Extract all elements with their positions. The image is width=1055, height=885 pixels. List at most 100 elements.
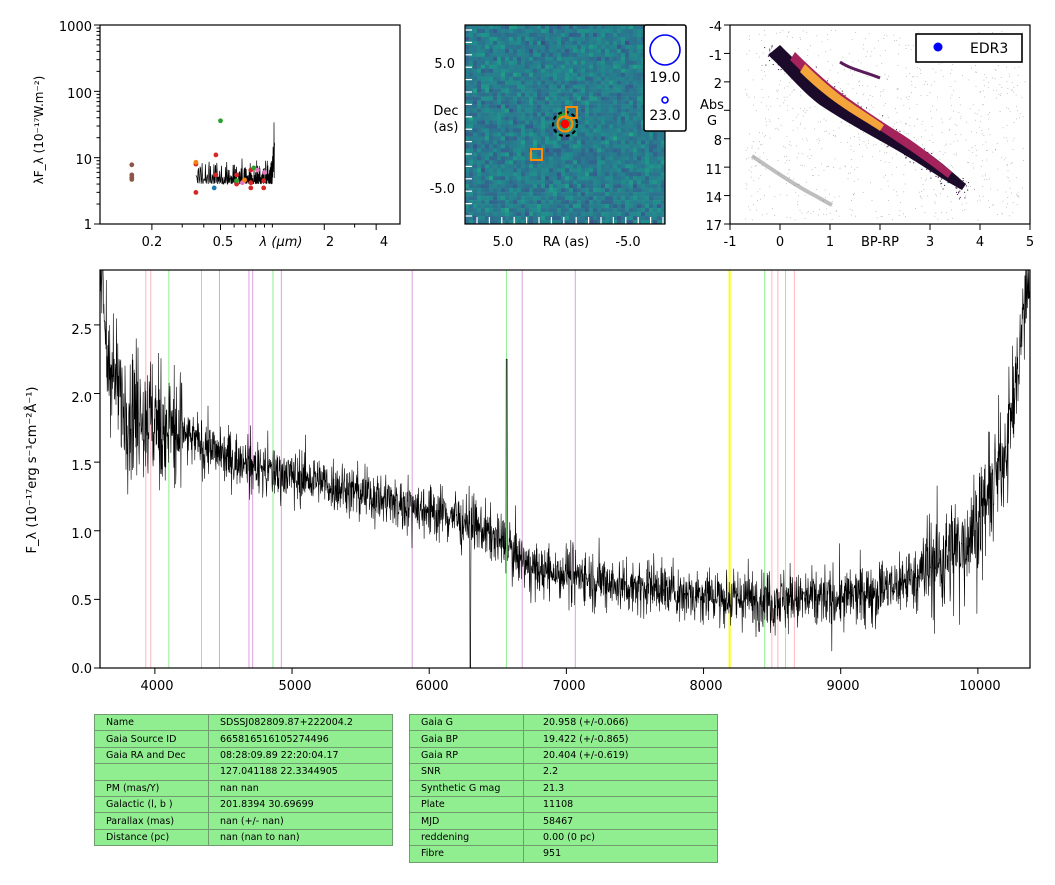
image-pixel: [617, 60, 622, 66]
cmd-point: [921, 136, 922, 138]
image-pixel: [573, 64, 578, 70]
image-pixel: [613, 112, 618, 117]
image-pixel: [569, 40, 574, 46]
image-pixel: [505, 68, 510, 74]
image-pixel: [537, 56, 542, 62]
cmd-xtick-1: 1: [826, 235, 834, 250]
image-pixel: [501, 100, 506, 105]
image-pixel: [629, 184, 634, 189]
cmd-point: [850, 149, 852, 150]
image-pixel: [581, 88, 586, 93]
cmd-point: [769, 186, 771, 188]
image-pixel: [649, 136, 654, 141]
image-pixel: [505, 188, 510, 193]
image-pixel: [549, 208, 554, 213]
cmd-point: [988, 81, 989, 83]
cmd-point: [905, 123, 907, 125]
image-pixel: [609, 64, 614, 70]
sed-point: [255, 167, 260, 173]
cmd-point: [779, 105, 781, 107]
image-pixel: [657, 220, 662, 225]
image-pixel: [565, 156, 570, 161]
sed-ytick-1000: 1000: [59, 20, 92, 35]
image-pixel: [581, 216, 586, 221]
cmd-point: [762, 214, 763, 216]
image-pixel: [593, 196, 598, 201]
image-pixel: [609, 96, 614, 101]
image-pixel: [541, 208, 546, 213]
image-pixel: [581, 164, 586, 169]
image-pixel: [489, 120, 494, 125]
image-pixel: [589, 196, 594, 201]
image-pixel: [597, 88, 602, 93]
cmd-point: [904, 164, 906, 166]
image-pixel: [489, 25, 494, 30]
cmd-point: [858, 137, 860, 138]
image-pixel: [609, 100, 614, 105]
table-row: Gaia BP 19.422 (+/-0.865): [409, 730, 718, 748]
image-pixel: [469, 56, 474, 62]
image-pixel: [469, 25, 474, 30]
cmd-point: [815, 66, 817, 68]
cmd-point: [763, 152, 764, 154]
image-pixel: [589, 216, 594, 221]
image-pixel: [653, 220, 658, 225]
image-pixel: [517, 120, 522, 125]
image-pixel: [569, 88, 574, 93]
image-pixel: [473, 188, 478, 193]
cmd-point: [851, 200, 852, 201]
image-pixel: [589, 116, 594, 121]
image-pixel: [529, 140, 534, 145]
image-pixel: [517, 88, 522, 93]
image-pixel: [577, 196, 582, 201]
image-pixel: [549, 140, 554, 145]
image-pixel: [505, 220, 510, 225]
image-pixel: [521, 40, 526, 46]
image-pixel: [609, 44, 614, 50]
table-key: Gaia BP: [409, 730, 524, 748]
image-pixel: [653, 156, 658, 161]
cmd-point: [771, 45, 773, 47]
image-pixel: [573, 172, 578, 177]
image-pixel: [629, 136, 634, 141]
image-pixel: [577, 168, 582, 173]
cmd-point: [905, 216, 906, 217]
image-pixel: [633, 124, 638, 129]
image-pixel: [657, 160, 662, 165]
image-pixel: [533, 220, 538, 225]
cmd-point: [824, 131, 826, 132]
cmd-point: [940, 70, 942, 71]
image-pixel: [553, 68, 558, 74]
image-pixel: [505, 156, 510, 161]
image-pixel: [557, 28, 562, 34]
cmd-ytick-8: 8: [714, 134, 722, 149]
image-pixel: [529, 96, 534, 101]
image-pixel: [513, 64, 518, 70]
image-pixel: [521, 108, 526, 113]
image-pixel: [593, 116, 598, 121]
image-pixel: [653, 152, 658, 157]
image-pixel: [589, 48, 594, 54]
cmd-point: [868, 99, 869, 101]
image-pixel: [529, 104, 534, 109]
image-pixel: [617, 52, 622, 58]
image-pixel: [633, 60, 638, 66]
image-pixel: [533, 60, 538, 66]
image-pixel: [493, 200, 498, 205]
cmd-point: [975, 65, 976, 66]
image-pixel: [537, 76, 542, 81]
cmd-point: [841, 121, 842, 123]
image-pixel: [633, 192, 638, 197]
image-pixel: [573, 128, 578, 133]
cmd-point: [857, 102, 859, 104]
cmd-point: [806, 212, 808, 214]
image-pixel: [569, 136, 574, 141]
cmd-point: [908, 133, 909, 135]
image-pixel: [481, 72, 486, 77]
image-pixel: [497, 180, 502, 185]
image-pixel: [533, 128, 538, 133]
image-pixel: [565, 72, 570, 77]
image-pixel: [513, 52, 518, 58]
cmd-point: [778, 129, 779, 131]
image-pixel: [493, 68, 498, 74]
